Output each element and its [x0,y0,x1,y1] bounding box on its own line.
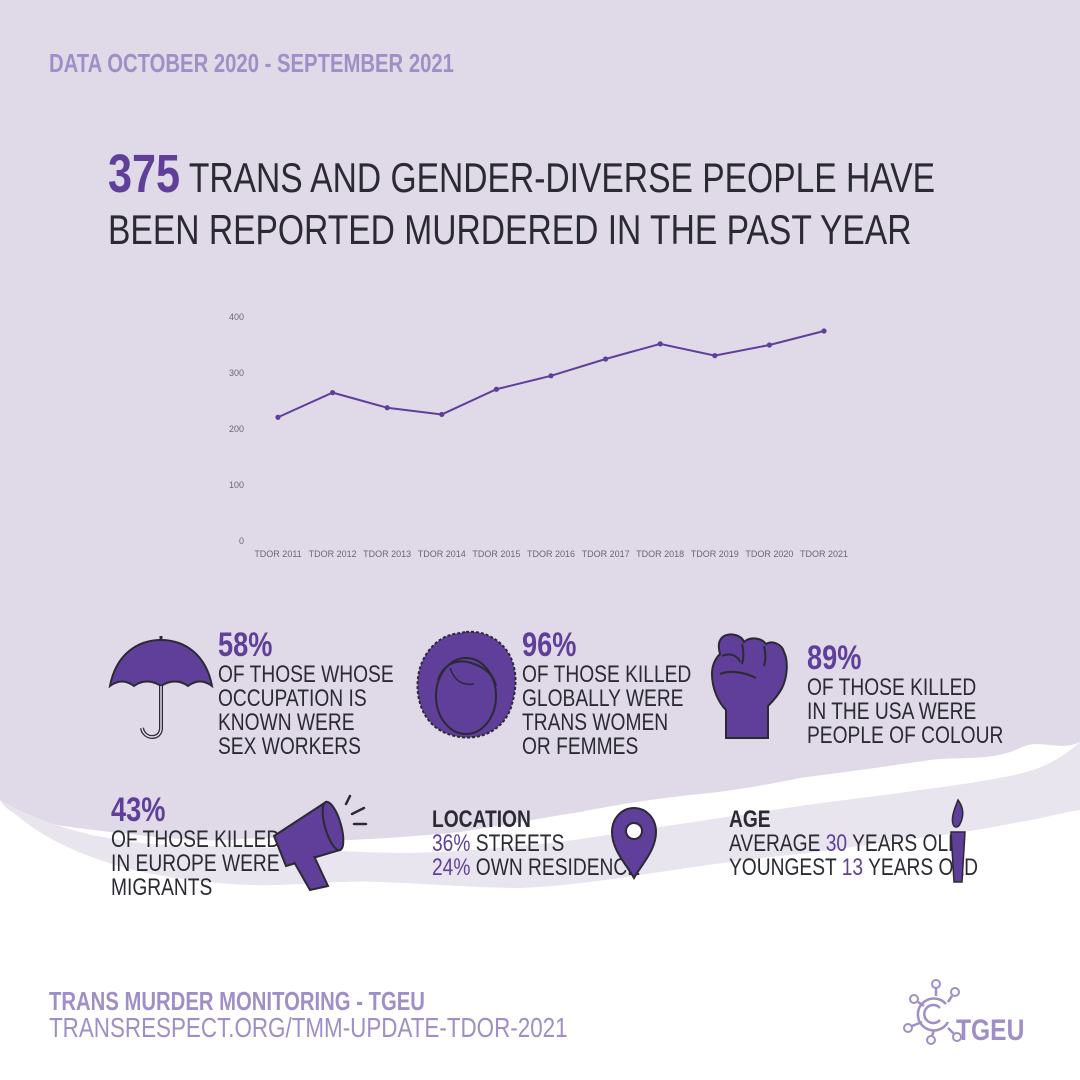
x-tick-label: TDOR 2019 [691,549,739,559]
stat-people-of-colour-pct: 89% [807,639,862,677]
x-tick-label: TDOR 2018 [636,549,684,559]
x-tick-label: TDOR 2021 [800,549,848,559]
stat-people-of-colour-line: IN THE USA WERE [807,698,977,725]
stat-location-label: LOCATION [432,806,531,833]
stat-location-value: 36% [432,830,471,857]
stat-age-value: 13 [841,854,864,881]
y-tick-label: 0 [239,536,244,546]
date-range: DATA OCTOBER 2020 - SEPTEMBER 2021 [49,48,454,78]
stat-migrants-pct: 43% [111,791,166,829]
headline-line-2: BEEN REPORTED MURDERED IN THE PAST YEAR [108,206,912,253]
headline-number: 375 [108,144,181,204]
stat-age-value: 30 [825,830,848,857]
raised-fist-icon [710,633,788,739]
footer-title: TRANS MURDER MONITORING - TGEU [49,986,425,1016]
footer-url[interactable]: TRANSRESPECT.ORG/TMM-UPDATE-TDOR-2021 [49,1012,568,1043]
stat-people-of-colour-line: OF THOSE KILLED [807,674,977,701]
x-tick-label: TDOR 2017 [582,549,630,559]
data-point [384,405,390,411]
stat-people-of-colour: 89% OF THOSE KILLED IN THE USA WERE PEOP… [807,640,1052,748]
data-point [821,328,827,334]
stat-migrants-line: OF THOSE KILLED [111,826,281,853]
data-point [766,342,773,348]
tgeu-logo-icon [903,979,962,1045]
stat-migrants-line: MIGRANTS [111,874,213,901]
stat-trans-women-line: OR FEMMES [522,733,639,760]
stat-trans-women-pct: 96% [522,626,577,664]
face-icon [416,630,517,739]
data-point [657,341,663,347]
x-tick-label: TDOR 2011 [254,549,301,559]
stat-age-suffix: YEARS OLD [847,830,963,857]
stat-migrants: 43% OF THOSE KILLED IN EUROPE WERE MIGRA… [111,792,323,900]
data-point [330,390,336,396]
stat-sex-workers-line: OF THOSE WHOSE [218,661,394,688]
x-tick-label: TDOR 2020 [745,549,793,559]
stat-trans-women: 96% OF THOSE KILLED GLOBALLY WERE TRANS … [522,627,734,759]
stat-sex-workers-line: SEX WORKERS [218,733,361,760]
stat-location-value: 24% [432,854,471,881]
stat-migrants-line: IN EUROPE WERE [111,850,280,877]
stat-people-of-colour-line: PEOPLE OF COLOUR [807,722,1004,749]
data-point [712,353,718,359]
stat-sex-workers-line: KNOWN WERE [218,709,355,736]
headline: 375 TRANS AND GENDER-DIVERSE PEOPLE HAVE… [108,147,1080,256]
data-point [493,386,499,392]
stat-sex-workers-pct: 58% [218,626,273,664]
data-point [548,373,554,379]
y-tick-label: 100 [229,480,244,490]
stat-age: AGE AVERAGE 30 YEARS OLD YOUNGEST 13 YEA… [729,808,1040,880]
y-tick-label: 300 [229,368,244,378]
y-tick-label: 200 [229,424,244,434]
murders-line-chart: 0 100 200 300 400 TDOR 2011 TDOR 2012 TDOR 2013… [229,312,848,559]
x-tick-label: TDOR 2016 [527,549,575,559]
data-point [439,411,445,418]
umbrella-icon [108,636,214,739]
x-tick-label: TDOR 2012 [309,549,357,559]
data-point [275,414,281,420]
stat-location-text: STREETS [470,830,565,857]
candle-icon [950,798,966,883]
stat-location-text: OWN RESIDENCE [470,854,641,881]
stat-sex-workers: 58% OF THOSE WHOSE OCCUPATION IS KNOWN W… [218,627,438,759]
stat-age-prefix: AVERAGE [729,830,826,857]
data-point [603,356,609,362]
headline-line-1: TRANS AND GENDER-DIVERSE PEOPLE HAVE [180,154,936,201]
x-tick-label: TDOR 2015 [472,549,520,559]
y-tick-label: 400 [229,312,244,322]
stat-age-prefix: YOUNGEST [729,854,842,881]
stat-location: LOCATION 36% STREETS 24% OWN RESIDENCE [432,808,692,880]
tgeu-logo-text: TGEU [956,1014,1025,1047]
map-pin-icon [610,806,658,880]
megaphone-icon [272,794,368,892]
x-tick-label: TDOR 2013 [363,549,411,559]
stat-trans-women-line: TRANS WOMEN [522,709,669,736]
stat-age-label: AGE [729,806,771,833]
stat-trans-women-line: OF THOSE KILLED [522,661,692,688]
stat-sex-workers-line: OCCUPATION IS [218,685,367,712]
x-tick-label: TDOR 2014 [418,549,466,559]
stat-trans-women-line: GLOBALLY WERE [522,685,684,712]
